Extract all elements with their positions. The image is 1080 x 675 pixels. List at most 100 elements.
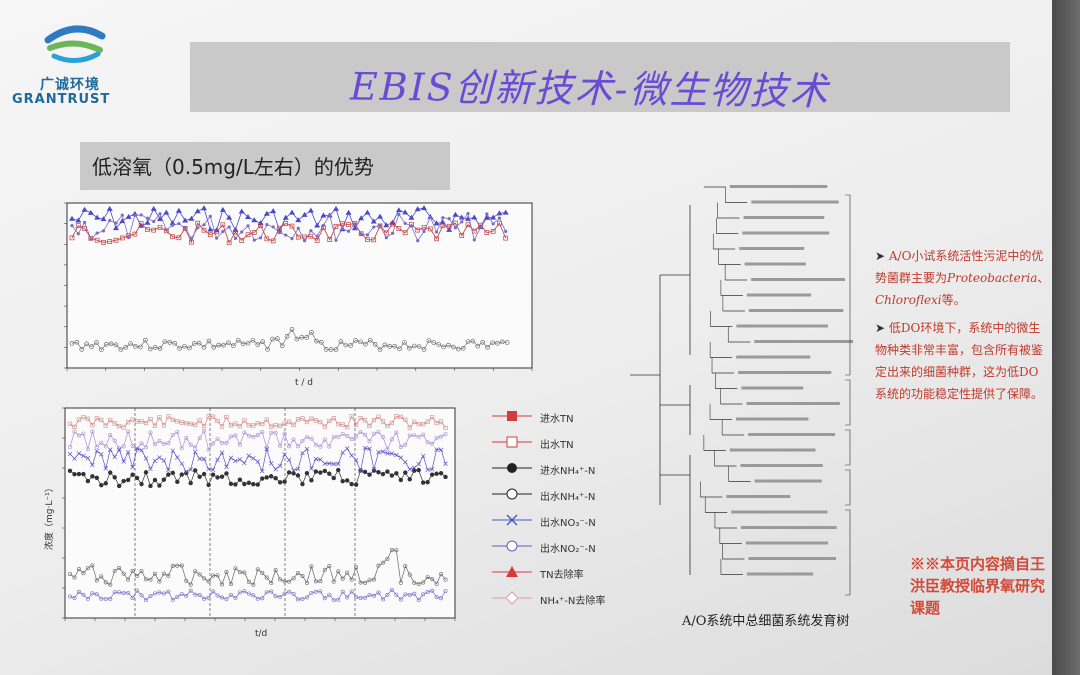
bottom-series-point xyxy=(416,434,421,439)
top-series-point xyxy=(113,225,119,231)
bottom-series-point xyxy=(85,596,90,601)
bottom-series-point xyxy=(94,416,99,421)
top-effluent-point xyxy=(314,338,319,344)
bottom-series-point xyxy=(170,417,175,422)
top-series-point xyxy=(207,226,214,232)
bottom-series-point xyxy=(430,415,435,420)
top-series-point xyxy=(358,215,365,221)
bottom-series-point xyxy=(152,423,158,428)
bottom-series-point xyxy=(157,415,162,420)
top-series-point xyxy=(284,233,288,237)
bottom-series-point xyxy=(72,424,77,429)
top-series-point xyxy=(440,223,446,229)
top-series-point xyxy=(370,218,377,224)
top-effluent-point xyxy=(201,344,207,350)
top-series-point xyxy=(258,223,263,228)
bottom-series-point xyxy=(354,565,359,570)
top-effluent-point xyxy=(446,342,451,348)
bottom-series-point xyxy=(434,595,439,600)
bottom-series-point xyxy=(407,425,412,430)
top-series-point xyxy=(70,224,74,228)
tree-leaf-label xyxy=(726,495,791,498)
top-series-point xyxy=(133,213,137,217)
bottom-series-point xyxy=(184,593,189,598)
bottom-series-point xyxy=(260,430,265,435)
top-series-point xyxy=(119,235,125,241)
bottom-series-point xyxy=(269,424,274,429)
top-series-point xyxy=(408,214,415,220)
legend-label: 出水NO₃⁻-N xyxy=(540,518,596,529)
bottom-series-point xyxy=(67,594,72,599)
top-series-point xyxy=(346,229,351,233)
top-series-point xyxy=(378,223,382,228)
top-series-point xyxy=(101,229,106,233)
tree-leaf-label xyxy=(748,433,836,436)
bottom-series-point xyxy=(184,578,189,583)
bottom-series-point xyxy=(81,431,86,436)
bottom-series-point xyxy=(349,577,354,582)
bottom-series-point xyxy=(425,590,430,595)
top-series-point xyxy=(219,206,226,212)
tree-leaf-label xyxy=(739,247,805,250)
bottom-series-point xyxy=(117,566,122,571)
top-effluent-point xyxy=(397,346,402,352)
bottom-series-point xyxy=(228,592,233,597)
bottom-series-line xyxy=(69,430,446,451)
top-effluent-point xyxy=(455,346,461,352)
bottom-series-point xyxy=(438,419,444,424)
bottom-series-point xyxy=(228,581,233,586)
top-effluent-point xyxy=(143,337,148,343)
legend-marker-icon xyxy=(492,540,532,552)
bottom-series-point xyxy=(228,434,233,439)
bottom-series-point xyxy=(309,590,314,595)
top-effluent-point xyxy=(377,347,383,352)
top-effluent-point xyxy=(167,340,173,345)
top-series-point xyxy=(263,210,270,216)
bottom-series-point xyxy=(349,414,354,419)
top-effluent-point xyxy=(89,344,94,349)
bottom-series-point xyxy=(202,423,207,429)
bottom-series-point xyxy=(166,414,171,419)
top-series-point xyxy=(282,214,289,220)
bottom-series-point xyxy=(385,423,390,429)
top-series-point xyxy=(490,228,496,234)
top-series-point xyxy=(245,232,251,238)
top-series-point xyxy=(395,207,402,213)
top-series-point xyxy=(289,209,295,215)
bottom-series-point xyxy=(313,418,318,423)
bottom-series-point xyxy=(434,420,439,426)
bottom-series-point xyxy=(108,582,113,587)
top-effluent-point xyxy=(235,337,241,343)
bottom-series-point xyxy=(237,424,242,429)
bottom-series-point xyxy=(291,437,296,442)
top-series-point xyxy=(252,238,256,242)
bottom-series-point xyxy=(161,423,166,428)
top-effluent-point xyxy=(84,341,89,347)
top-series-point xyxy=(169,220,176,226)
bottom-series-point xyxy=(126,577,131,582)
bottom-series-point xyxy=(94,578,99,583)
bottom-series-point xyxy=(130,417,135,422)
findings-text: ➤ A/O小试系统活性污泥中的优势菌群主要为Proteobacteria、 Chl… xyxy=(875,245,1050,405)
top-series-point xyxy=(69,235,75,241)
top-series-point xyxy=(189,236,194,240)
bottom-series-point xyxy=(170,432,175,437)
legend-marker-icon xyxy=(492,591,532,605)
top-series-point xyxy=(94,214,101,220)
bottom-series-point xyxy=(81,592,86,597)
top-series-point xyxy=(452,211,459,217)
bottom-series-point xyxy=(184,435,189,440)
bottom-series-point xyxy=(224,414,229,420)
bottom-series-point xyxy=(202,576,207,581)
legend-label: 出水NO₂⁻-N xyxy=(540,544,596,555)
top-series-point xyxy=(240,230,244,234)
bottom-series-point xyxy=(157,579,162,584)
top-series-point xyxy=(441,216,445,220)
bottom-series-point xyxy=(313,442,318,447)
bottom-series-point xyxy=(246,579,251,584)
top-series-point xyxy=(358,231,364,237)
top-series-point xyxy=(504,229,508,234)
top-series-point xyxy=(390,221,395,227)
company-logo: 广诚环境 GRANTRUST xyxy=(10,12,150,107)
tree-leaf-label xyxy=(743,216,825,219)
